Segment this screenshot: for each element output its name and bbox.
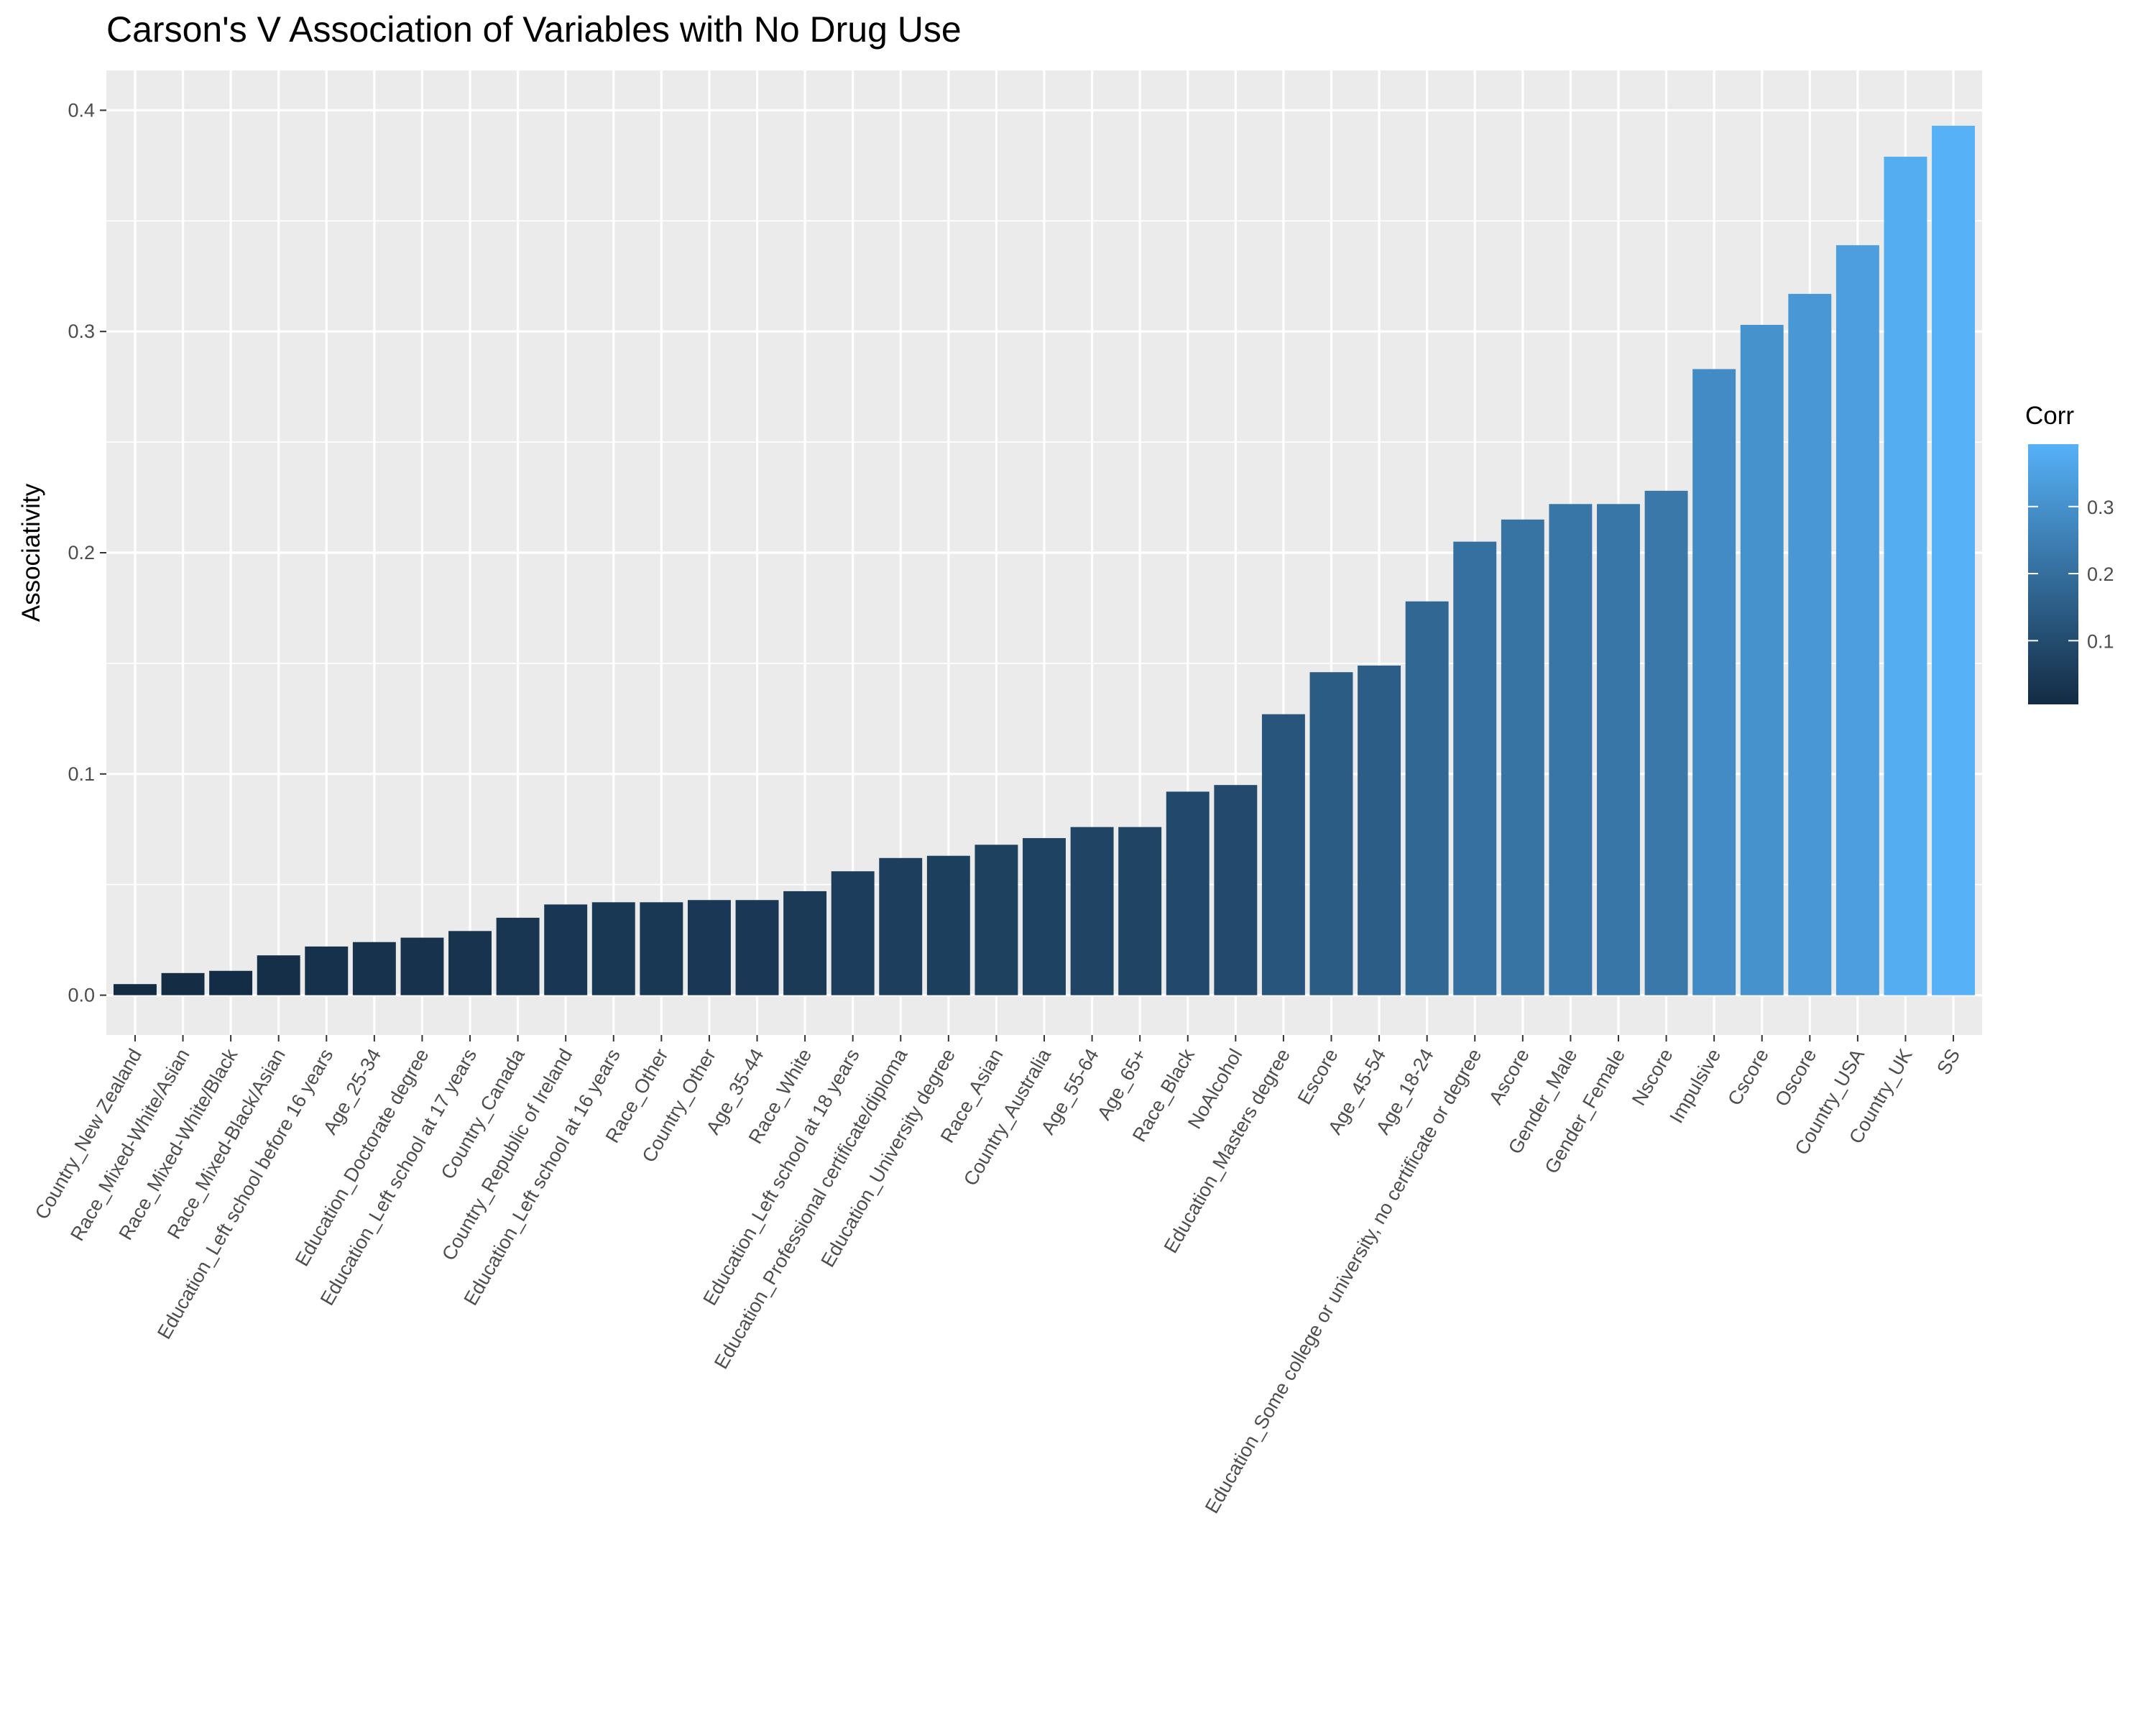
x-tick-label: Ascore	[1485, 1045, 1534, 1108]
bar	[926, 855, 970, 995]
legend-tick-label: 0.3	[2087, 497, 2114, 518]
bar	[352, 942, 396, 995]
bar	[1788, 293, 1832, 995]
bar	[1405, 601, 1449, 995]
bar	[1549, 504, 1593, 995]
bar	[400, 937, 444, 995]
bar	[113, 984, 157, 995]
legend-title: Corr	[2025, 402, 2074, 430]
bar	[1644, 490, 1688, 995]
legend-tick-label: 0.2	[2087, 564, 2114, 585]
y-axis-title: Associativity	[17, 483, 45, 622]
x-tick-label: Oscore	[1771, 1045, 1820, 1110]
bar	[1501, 519, 1544, 995]
bar	[687, 900, 731, 995]
bar	[1070, 827, 1114, 995]
bar	[1261, 714, 1305, 995]
x-tick-label: Cscore	[1723, 1045, 1773, 1109]
bar	[1118, 827, 1162, 995]
bar	[1932, 125, 1976, 995]
bar	[1597, 504, 1640, 995]
chart-title: Carson's V Association of Variables with…	[106, 9, 962, 50]
bar	[448, 931, 492, 995]
x-tick-label: Country_Australia	[959, 1044, 1056, 1190]
bar	[783, 891, 827, 995]
y-tick-label: 0.1	[68, 763, 95, 785]
bar	[1835, 245, 1879, 995]
x-tick-label: SS	[1932, 1045, 1964, 1078]
bars	[113, 125, 1976, 995]
bar	[1023, 838, 1066, 995]
legend-tick-label: 0.1	[2087, 630, 2114, 652]
y-tick-label: 0.2	[68, 542, 95, 564]
bar	[1453, 541, 1497, 995]
bar	[1740, 324, 1784, 995]
bar	[544, 904, 588, 995]
y-tick-label: 0.0	[68, 985, 95, 1006]
bar	[496, 917, 540, 995]
bar	[257, 955, 300, 995]
bar	[591, 902, 635, 995]
bar	[1214, 785, 1258, 995]
bar	[305, 946, 349, 995]
bar	[1166, 791, 1210, 995]
x-tick-label: Escore	[1294, 1045, 1342, 1108]
legend: Corr 0.1 0.2 0.3	[2025, 402, 2114, 704]
bar	[1309, 672, 1353, 995]
legend-ticks: 0.1 0.2 0.3	[2028, 497, 2114, 652]
bar	[735, 900, 779, 995]
bar	[209, 970, 253, 995]
y-axis: 0.0 0.1 0.2 0.3 0.4	[68, 99, 106, 1006]
y-tick-label: 0.4	[68, 99, 95, 121]
bar	[1692, 369, 1736, 995]
bar	[831, 871, 875, 995]
bar	[640, 902, 683, 995]
bar	[975, 845, 1018, 995]
bar	[1884, 157, 1927, 995]
y-tick-label: 0.3	[68, 321, 95, 342]
bar	[161, 972, 205, 995]
x-tick-label: Nscore	[1628, 1045, 1677, 1109]
x-axis: Country_New ZealandRace_Mixed-White/Asia…	[31, 1035, 1964, 1517]
bar	[879, 857, 923, 995]
bar	[1358, 665, 1401, 995]
